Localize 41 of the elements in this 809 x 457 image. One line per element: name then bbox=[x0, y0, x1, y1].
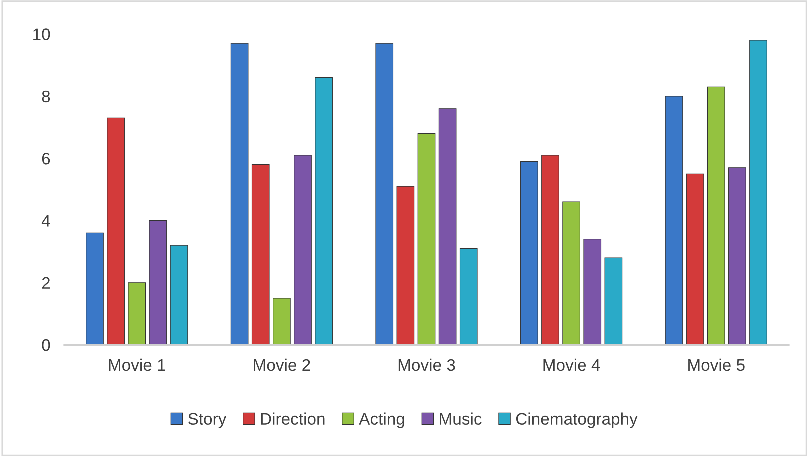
bar bbox=[107, 118, 125, 346]
bar bbox=[252, 164, 270, 346]
bar bbox=[707, 86, 726, 346]
bar bbox=[562, 202, 580, 346]
bar bbox=[315, 78, 333, 346]
bar bbox=[230, 43, 249, 346]
y-tick-label: 8 bbox=[42, 90, 50, 103]
bar bbox=[520, 161, 538, 346]
bar bbox=[438, 108, 457, 346]
legend-label: Direction bbox=[261, 412, 325, 425]
bar bbox=[86, 232, 104, 346]
bar bbox=[396, 186, 415, 346]
bar bbox=[686, 174, 704, 346]
bar bbox=[273, 298, 291, 346]
bar bbox=[750, 40, 768, 346]
bar bbox=[149, 220, 168, 346]
x-tick-label: Movie 4 bbox=[544, 358, 600, 372]
bar bbox=[376, 43, 394, 346]
bar bbox=[128, 282, 146, 346]
y-tick-label: 2 bbox=[42, 277, 50, 289]
y-tick-label: 10 bbox=[34, 28, 50, 40]
y-tick-label: 6 bbox=[42, 152, 50, 165]
bar bbox=[728, 168, 746, 346]
legend-label: Acting bbox=[359, 412, 404, 428]
y-tick-label: 0 bbox=[42, 339, 50, 352]
legend-label: Cinematography bbox=[516, 412, 638, 428]
x-tick-label: Movie 1 bbox=[109, 358, 166, 372]
bar bbox=[584, 239, 602, 346]
x-tick-label: Movie 3 bbox=[398, 358, 456, 372]
y-tick-label: 4 bbox=[42, 215, 50, 227]
bar bbox=[665, 96, 684, 346]
bar bbox=[418, 133, 436, 346]
bar bbox=[460, 248, 478, 346]
bar bbox=[294, 155, 312, 346]
x-tick-label: Movie 2 bbox=[254, 358, 310, 372]
x-tick-label: Movie 5 bbox=[688, 358, 745, 372]
legend-label: Story bbox=[188, 413, 227, 428]
bar bbox=[542, 155, 560, 346]
legend-label: Music bbox=[440, 412, 482, 425]
bar bbox=[604, 258, 623, 346]
bar bbox=[170, 245, 188, 346]
